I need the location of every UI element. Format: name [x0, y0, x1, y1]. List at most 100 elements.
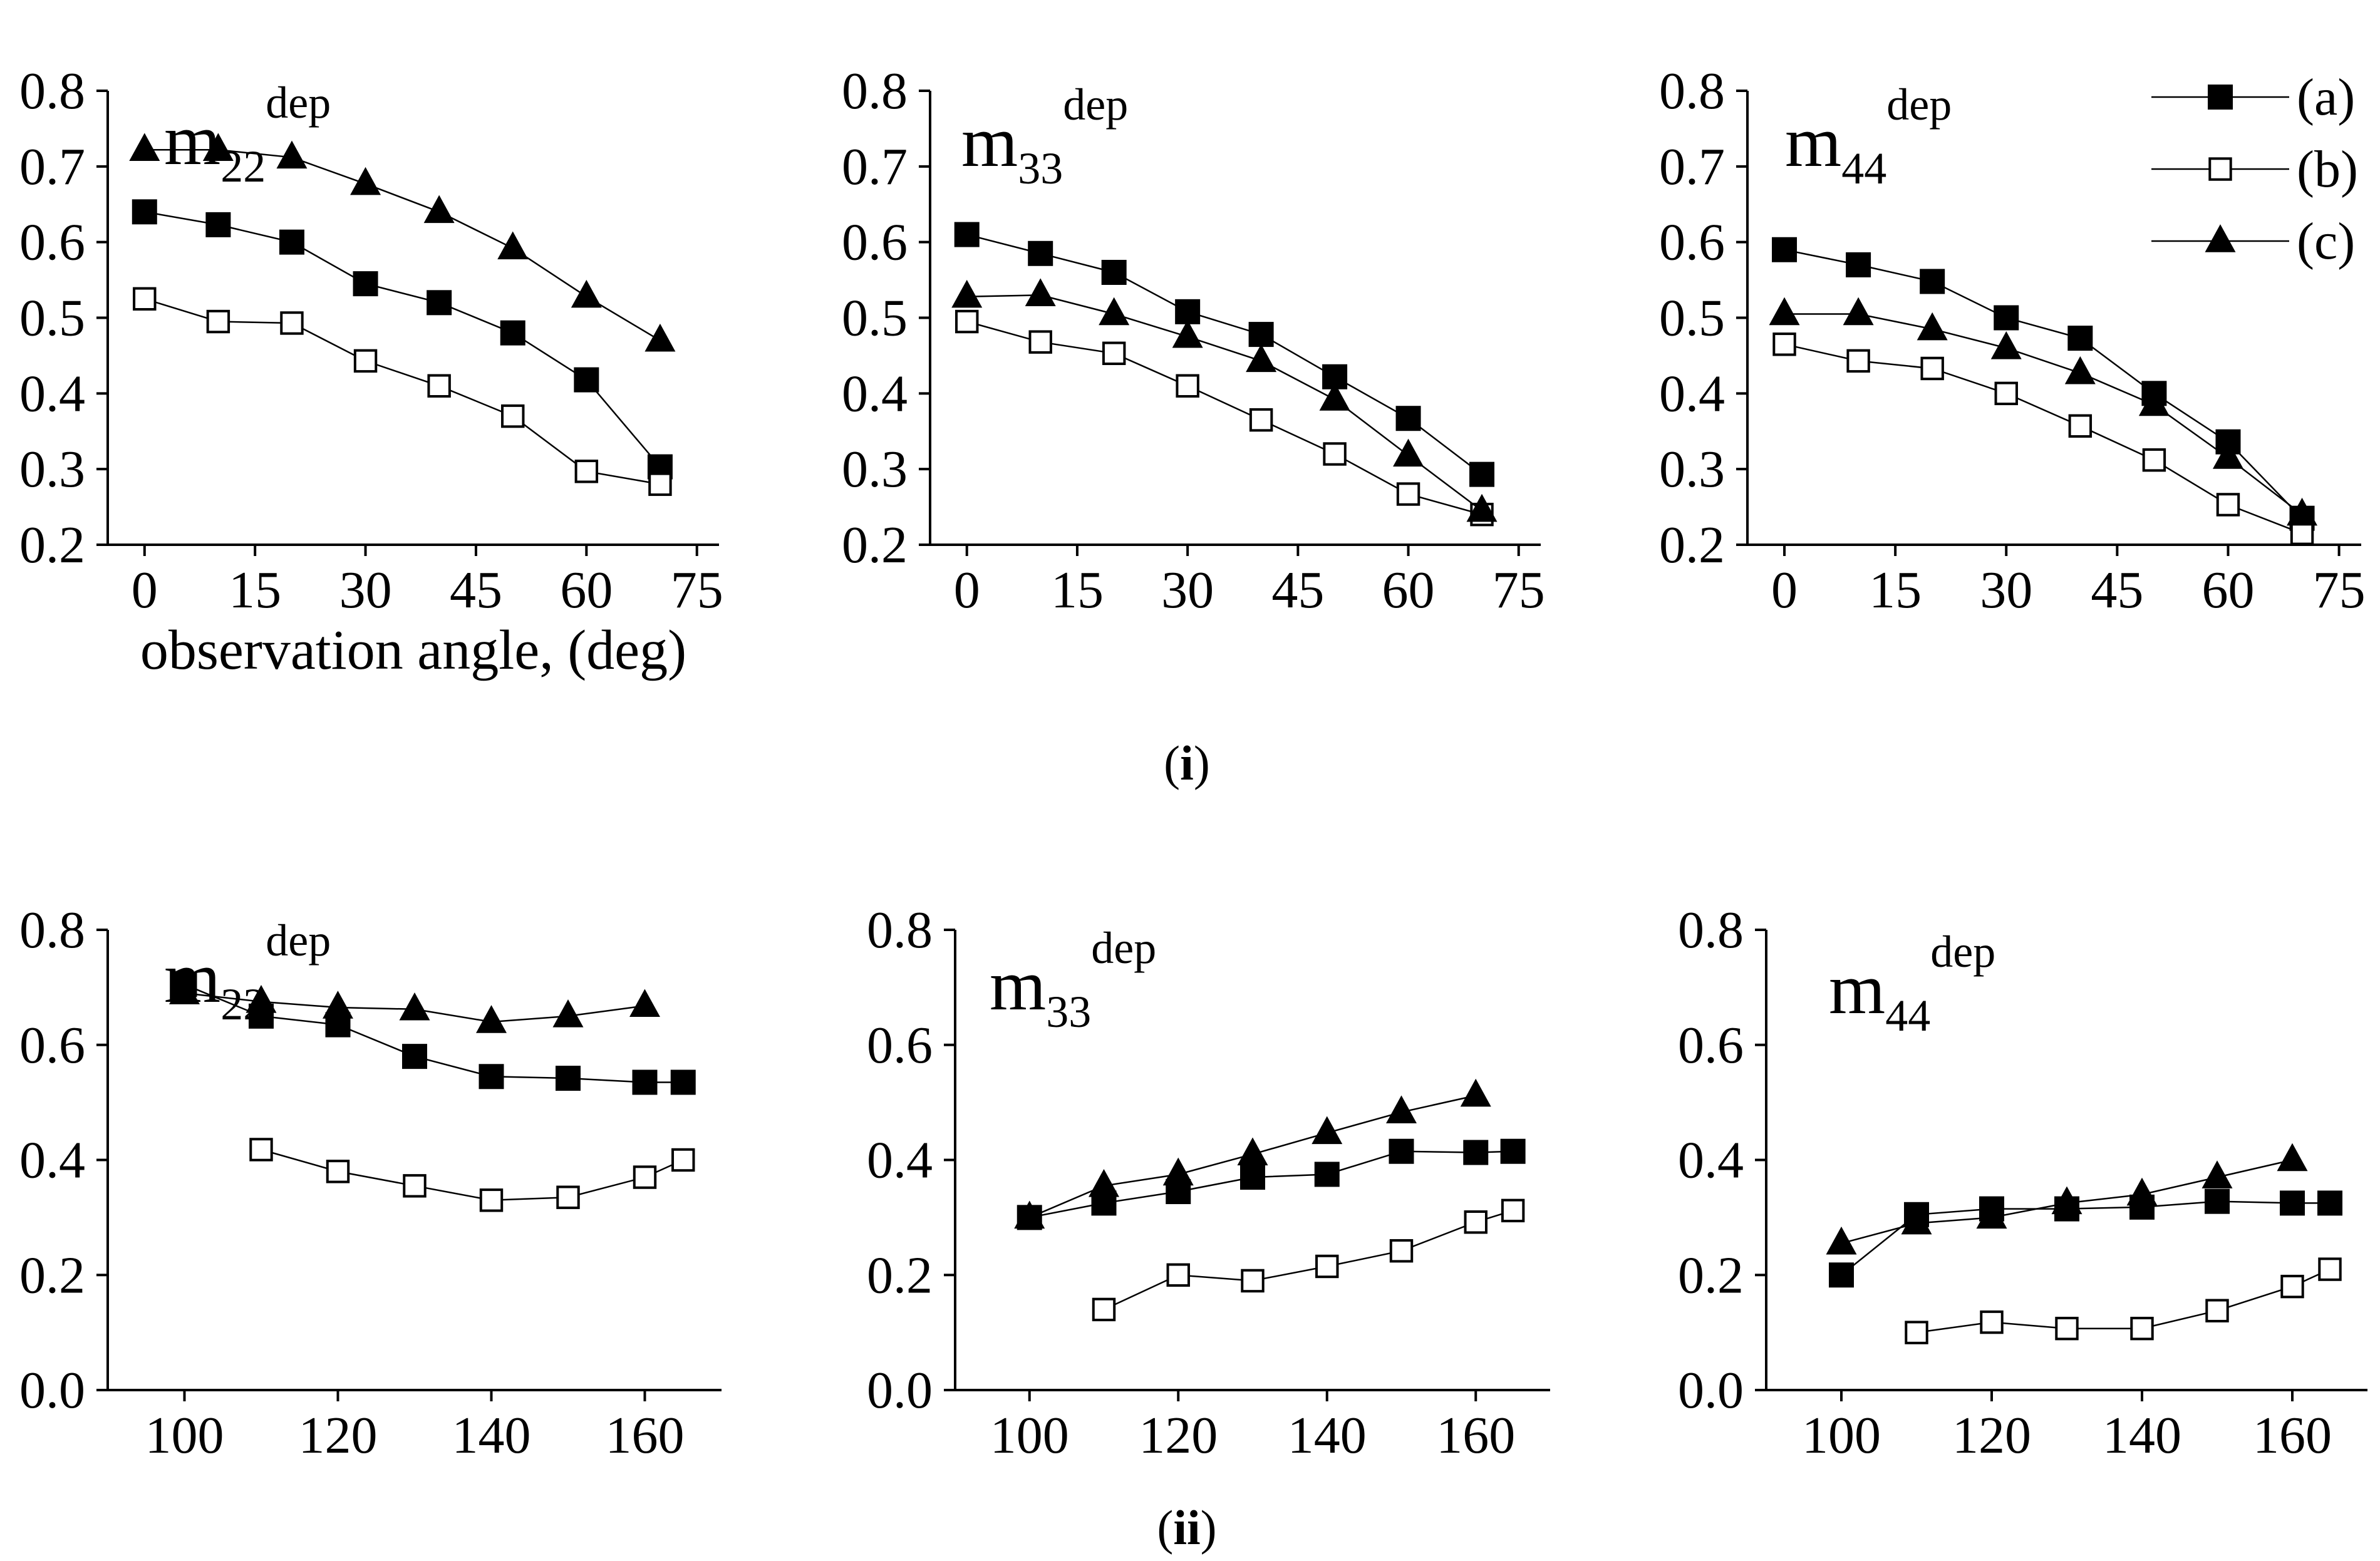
data-point [1312, 1116, 1343, 1145]
data-point [279, 229, 304, 255]
data-point [1389, 1138, 1414, 1164]
data-point [2055, 1316, 2079, 1341]
chart-title: m44dep [1785, 80, 1952, 193]
x-tick-label: 160 [1436, 1406, 1515, 1465]
data-point [2068, 414, 2093, 438]
y-tick-label: 0.5 [1659, 289, 1725, 348]
data-point [2202, 1160, 2233, 1188]
data-point [629, 989, 660, 1017]
data-point [574, 460, 599, 483]
x-tick-label: 45 [2091, 561, 2143, 619]
y-tick-label: 0.6 [842, 214, 908, 272]
y-tick-label: 0.4 [1659, 364, 1725, 423]
data-point [1315, 1254, 1339, 1279]
data-point [399, 992, 430, 1021]
x-tick-label: 60 [2202, 561, 2254, 619]
series-line [1103, 1210, 1513, 1311]
figure-captions: (i)(ii) [1157, 736, 1216, 1555]
x-tick-label: 60 [1382, 561, 1435, 619]
data-point [350, 167, 381, 195]
y-tick-label: 0.7 [1659, 138, 1725, 196]
x-tick-label: 0 [1771, 561, 1798, 619]
data-point [571, 279, 602, 308]
series [169, 976, 660, 1033]
chart-panel: 0.2 0.3 0.4 0.5 0.6 0.7 0.8 0 15 30 45 60 75 m44dep [1659, 62, 2366, 619]
series [1829, 1188, 2342, 1288]
data-point [1319, 383, 1350, 411]
data-point [2280, 1190, 2305, 1216]
data-point [1176, 374, 1199, 398]
x-tick-label: 75 [2313, 561, 2366, 619]
x-tick-label: 75 [1493, 561, 1545, 619]
series-line [261, 1148, 684, 1202]
data-point [1028, 240, 1053, 266]
data-point [249, 1138, 273, 1162]
data-point [2051, 1186, 2082, 1215]
data-point [955, 309, 979, 334]
y-tick-label: 0.7 [842, 138, 908, 196]
caption-label: ii [1173, 1500, 1200, 1555]
title-subscript: 22 [220, 142, 266, 192]
title-base: m [1829, 949, 1885, 1029]
x-tick-label: 140 [452, 1406, 531, 1465]
x-tick-label: 140 [1288, 1406, 1367, 1465]
series [1014, 1078, 1491, 1229]
x-tick-label: 15 [229, 561, 281, 619]
data-point [276, 140, 308, 169]
data-point [1396, 482, 1420, 506]
data-point [403, 1174, 427, 1198]
data-point [1175, 299, 1201, 324]
data-point [2287, 497, 2318, 526]
data-point [1976, 1200, 2007, 1229]
y-tick-label: 0.4 [19, 1131, 85, 1190]
x-tick-label: 160 [2253, 1406, 2332, 1465]
data-point [1464, 1210, 1487, 1234]
x-tick-label: 100 [990, 1406, 1069, 1465]
y-tick-label: 0.6 [1659, 214, 1725, 272]
data-point [1920, 269, 1945, 294]
chart-panel: 0.00.20.40.60.8100120140160m22dep [19, 901, 722, 1465]
data-point [1460, 1078, 1491, 1107]
y-tick-label: 0.8 [1659, 62, 1725, 120]
data-point [476, 1005, 507, 1033]
series [1017, 1138, 1526, 1230]
x-tick-label: 30 [1161, 561, 1214, 619]
series-line [966, 234, 1482, 475]
legend-label: (c) [2297, 212, 2355, 270]
legend-marker [2208, 85, 2233, 110]
data-point [1092, 1297, 1116, 1322]
y-tick-label: 0.4 [842, 364, 908, 423]
x-tick-label: 120 [1952, 1406, 2031, 1465]
legend-label: (b) [2297, 140, 2358, 198]
data-point [1846, 349, 1870, 373]
title-base: m [1785, 102, 1841, 182]
data-point [951, 279, 983, 308]
data-point [497, 231, 529, 260]
series-line [966, 294, 1482, 512]
x-tick-label: 140 [2103, 1406, 2181, 1465]
data-point [1249, 408, 1273, 432]
series-line [1784, 249, 2303, 519]
y-tick-label: 0.4 [1678, 1131, 1744, 1190]
data-point [1469, 461, 1495, 487]
chart-panels: 0.20.30.40.50.60.70.80 15 30 45 60 75observat… [19, 62, 2367, 1465]
data-point [1241, 1269, 1265, 1293]
y-tick-label: 0.8 [842, 62, 908, 120]
y-tick-label: 0.7 [19, 138, 85, 196]
data-point [1829, 1262, 1854, 1288]
data-point [353, 271, 378, 297]
title-superscript: dep [1063, 80, 1128, 130]
data-point [353, 349, 378, 373]
data-point [205, 212, 231, 237]
series-line [144, 149, 661, 341]
data-point [1980, 1310, 2004, 1334]
series [133, 287, 672, 497]
data-point [2130, 1316, 2154, 1341]
x-tick-label: 100 [145, 1406, 224, 1465]
series-line [966, 321, 1482, 515]
data-point [1846, 252, 1871, 277]
data-point [1395, 406, 1421, 431]
data-point [2126, 1177, 2158, 1206]
data-point [1393, 438, 1424, 467]
